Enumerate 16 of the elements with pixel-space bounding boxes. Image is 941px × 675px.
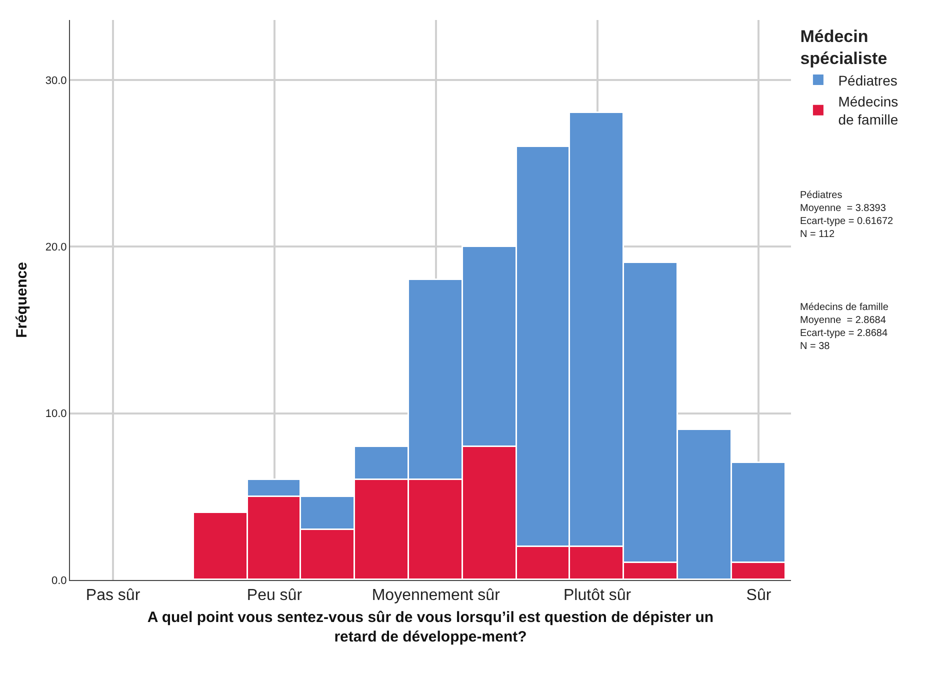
text: Pédiatres Moyenne = 3.8393 Ecart-type = 0.61672 N = 112: [800, 190, 894, 240]
y-tick-label: 30.0: [45, 74, 67, 87]
y-axis-title: Fréquence: [14, 262, 31, 338]
y-tick-label: 0.0: [52, 574, 67, 587]
x-tick-label: Peu sûr: [246, 587, 303, 604]
x-axis-title: A quel point vous sentez-vous sûr de vous lorsqu’il est question de dépister un retard de développe-ment?: [147, 609, 714, 646]
y-tick-label: 10.0: [45, 408, 67, 420]
x-tick-label: Sûr: [746, 587, 772, 604]
y-tick-label: 20.0: [45, 242, 67, 254]
legend-label: Pédiatres: [838, 72, 898, 88]
text: Médecins de famille Moyenne = 2.8684 Ecart-type = 2.8684 N = 38: [800, 302, 889, 352]
legend-label: Médecins de famille: [838, 93, 898, 128]
x-tick-label: Pas sûr: [86, 587, 141, 604]
x-tick-label: Plutôt sûr: [564, 587, 632, 604]
x-tick-label: Moyennement sûr: [372, 587, 501, 604]
legend-title: Médecin spécialiste: [800, 27, 888, 68]
